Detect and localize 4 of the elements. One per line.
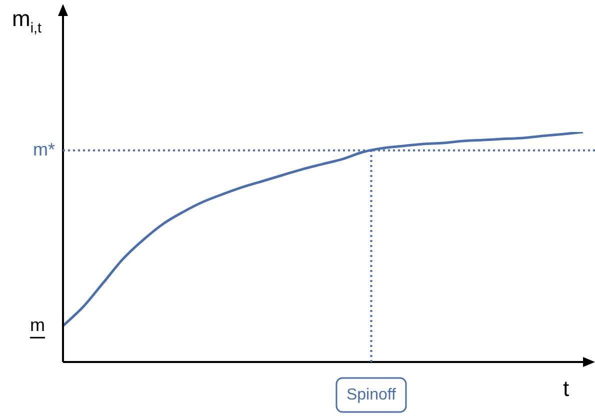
text: Spinoff — [346, 386, 397, 404]
x-axis-title: t — [562, 376, 570, 401]
text: m — [30, 314, 45, 335]
ref-line-label: m* — [33, 139, 55, 160]
